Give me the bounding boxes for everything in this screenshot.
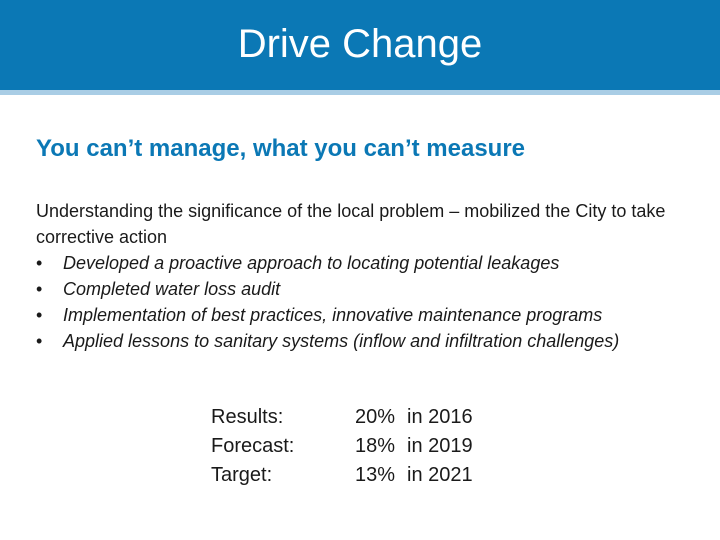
bullet-text: Applied lessons to sanitary systems (inf…	[63, 331, 620, 351]
bullet-item: • Implementation of best practices, inno…	[36, 302, 686, 328]
stat-year: in 2019	[407, 435, 473, 457]
stat-row-target: Target: 13% in 2021	[211, 461, 473, 490]
intro-text: Understanding the significance of the lo…	[36, 201, 666, 247]
stat-label: Results:	[211, 406, 284, 428]
stat-label: Forecast:	[211, 435, 295, 457]
bullet-text: Developed a proactive approach to locati…	[63, 253, 560, 273]
bullet-text: Completed water loss audit	[63, 279, 281, 299]
bullet-icon: •	[36, 279, 43, 299]
bullet-icon: •	[36, 253, 43, 273]
stat-label: Target:	[211, 464, 273, 486]
bullet-item: • Completed water loss audit	[36, 276, 686, 302]
slide-subtitle: You can’t manage, what you can’t measure	[36, 135, 526, 162]
stat-row-results: Results: 20% in 2016	[211, 403, 473, 432]
stat-year: in 2021	[407, 464, 473, 486]
bullet-icon: •	[36, 331, 43, 351]
bullet-text: Implementation of best practices, innova…	[63, 305, 603, 325]
bullet-item: • Developed a proactive approach to loca…	[36, 250, 686, 276]
slide-body: Understanding the significance of the lo…	[36, 198, 686, 354]
bullet-list: • Developed a proactive approach to loca…	[36, 250, 686, 354]
bullet-item: • Applied lessons to sanitary systems (i…	[36, 328, 686, 354]
stats-block: Results: 20% in 2016 Forecast: 18% in 20…	[211, 403, 473, 490]
stat-value: 18%	[355, 435, 396, 457]
stat-year: in 2016	[407, 406, 473, 428]
slide-title: Drive Change	[237, 22, 483, 66]
stat-row-forecast: Forecast: 18% in 2019	[211, 432, 473, 461]
stat-value: 20%	[355, 406, 396, 428]
bullet-icon: •	[36, 305, 43, 325]
title-divider	[0, 90, 720, 95]
stat-value: 13%	[355, 464, 396, 486]
title-bar: Drive Change	[0, 0, 720, 90]
